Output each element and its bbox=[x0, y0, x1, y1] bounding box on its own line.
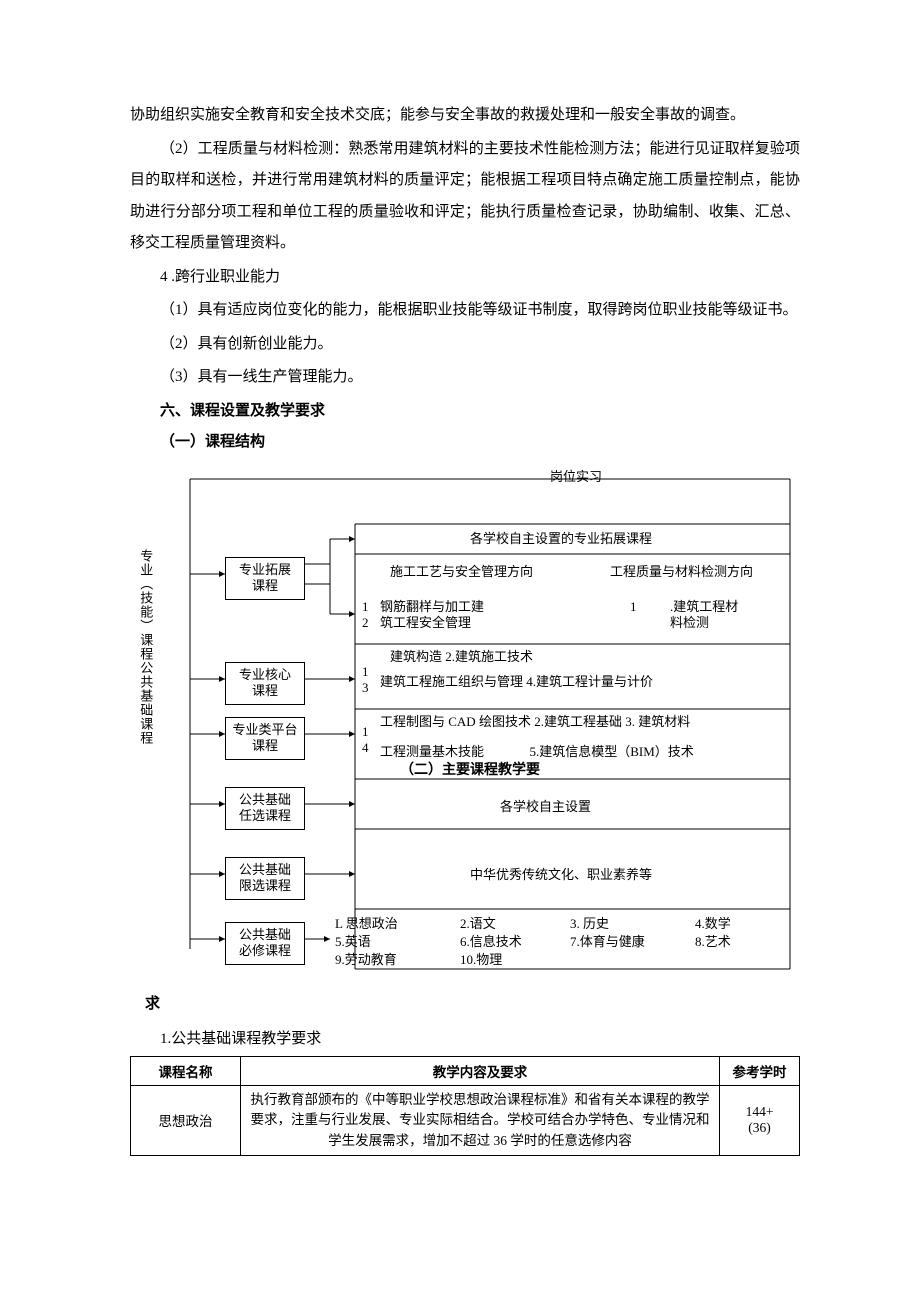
row5: 中华优秀传统文化、职业素养等 bbox=[470, 867, 652, 884]
th-name: 课程名称 bbox=[131, 1057, 241, 1086]
heading-six: 六、课程设置及教学要求 bbox=[130, 396, 800, 428]
box-public-required: 公共基础 必修课程 bbox=[225, 922, 305, 966]
heading-six-two-cont: 求 bbox=[130, 989, 800, 1021]
row1-items-b: .建筑工程材 料检测 bbox=[670, 599, 738, 633]
th-hours: 参考学时 bbox=[720, 1057, 800, 1086]
box-core: 专业核心 课程 bbox=[225, 662, 305, 706]
row1-nums-a: 1 2 bbox=[362, 599, 369, 633]
row6-i: 9.劳动教育 bbox=[335, 952, 397, 969]
row1-left: 施工工艺与安全管理方向 bbox=[390, 564, 533, 581]
diagram-vertical-label: 专业（技能）课程公共基础课程 bbox=[138, 549, 152, 745]
heading-six-two: （二）主要课程教学要 bbox=[400, 759, 540, 779]
row2-line1: 建筑构造 2.建筑施工技术 bbox=[390, 649, 533, 666]
row6-h: 8.艺术 bbox=[695, 934, 731, 951]
row6-g: 7.体育与健康 bbox=[570, 934, 645, 951]
row1-nums-b: 1 bbox=[630, 599, 637, 616]
row1-items-a: 钢筋翻样与加工建 筑工程安全管理 bbox=[380, 599, 484, 633]
row6-c: 3. 历史 bbox=[570, 916, 609, 933]
box-expansion: 专业拓展 课程 bbox=[225, 557, 305, 601]
para-p5: （2）具有创新创业能力。 bbox=[130, 329, 800, 361]
row6-a: L 思想政治 bbox=[335, 916, 398, 933]
course-structure-diagram: 岗位实习 专业（技能）课程公共基础课程 专业拓展 课程 专业核心 课程 专业类平… bbox=[130, 469, 810, 989]
row2-nums: 1 3 bbox=[362, 664, 369, 698]
requirements-table: 课程名称 教学内容及要求 参考学时 思想政治 执行教育部颁布的《中等职业学校思想… bbox=[130, 1056, 800, 1156]
box-platform: 专业类平台 课程 bbox=[225, 717, 305, 761]
table-caption: 1.公共基础课程教学要求 bbox=[130, 1024, 800, 1054]
heading-six-one: （一）课程结构 bbox=[130, 427, 800, 459]
row1-top: 各学校自主设置的专业拓展课程 bbox=[470, 531, 652, 548]
th-content: 教学内容及要求 bbox=[241, 1057, 720, 1086]
para-p1: 协助组织实施安全教育和安全技术交底；能参与安全事故的救援处理和一般安全事故的调查… bbox=[130, 100, 800, 132]
para-p6: （3）具有一线生产管理能力。 bbox=[130, 362, 800, 394]
row6-e: 5.英语 bbox=[335, 934, 371, 951]
row6-f: 6.信息技术 bbox=[460, 934, 522, 951]
box-public-limited: 公共基础 限选课程 bbox=[225, 857, 305, 901]
row2-line2: 建筑工程施工组织与管理 4.建筑工程计量与计价 bbox=[380, 674, 653, 691]
td-name: 思想政治 bbox=[131, 1086, 241, 1156]
row6-d: 4.数学 bbox=[695, 916, 731, 933]
table-header-row: 课程名称 教学内容及要求 参考学时 bbox=[131, 1057, 800, 1086]
row3-nums: 1 4 bbox=[362, 724, 369, 758]
row6-j: 10.物理 bbox=[460, 952, 502, 969]
box-public-optional: 公共基础 任选课程 bbox=[225, 787, 305, 831]
td-hours: 144+ (36) bbox=[720, 1086, 800, 1156]
para-p3: 4 .跨行业职业能力 bbox=[130, 262, 800, 294]
diagram-top-label: 岗位实习 bbox=[550, 469, 602, 486]
row6-b: 2.语文 bbox=[460, 916, 496, 933]
td-content: 执行教育部颁布的《中等职业学校思想政治课程标准》和省有关本课程的教学要求，注重与… bbox=[241, 1086, 720, 1156]
table-row: 思想政治 执行教育部颁布的《中等职业学校思想政治课程标准》和省有关本课程的教学要… bbox=[131, 1086, 800, 1156]
row1-right: 工程质量与材料检测方向 bbox=[610, 564, 753, 581]
para-p2: （2）工程质量与材料检测：熟悉常用建筑材料的主要技术性能检测方法；能进行见证取样… bbox=[130, 134, 800, 260]
row4: 各学校自主设置 bbox=[500, 799, 591, 816]
row3-line1: 工程制图与 CAD 绘图技术 2.建筑工程基础 3. 建筑材料 bbox=[380, 714, 690, 731]
para-p4: （1）具有适应岗位变化的能力，能根据职业技能等级证书制度，取得跨岗位职业技能等级… bbox=[130, 295, 800, 327]
